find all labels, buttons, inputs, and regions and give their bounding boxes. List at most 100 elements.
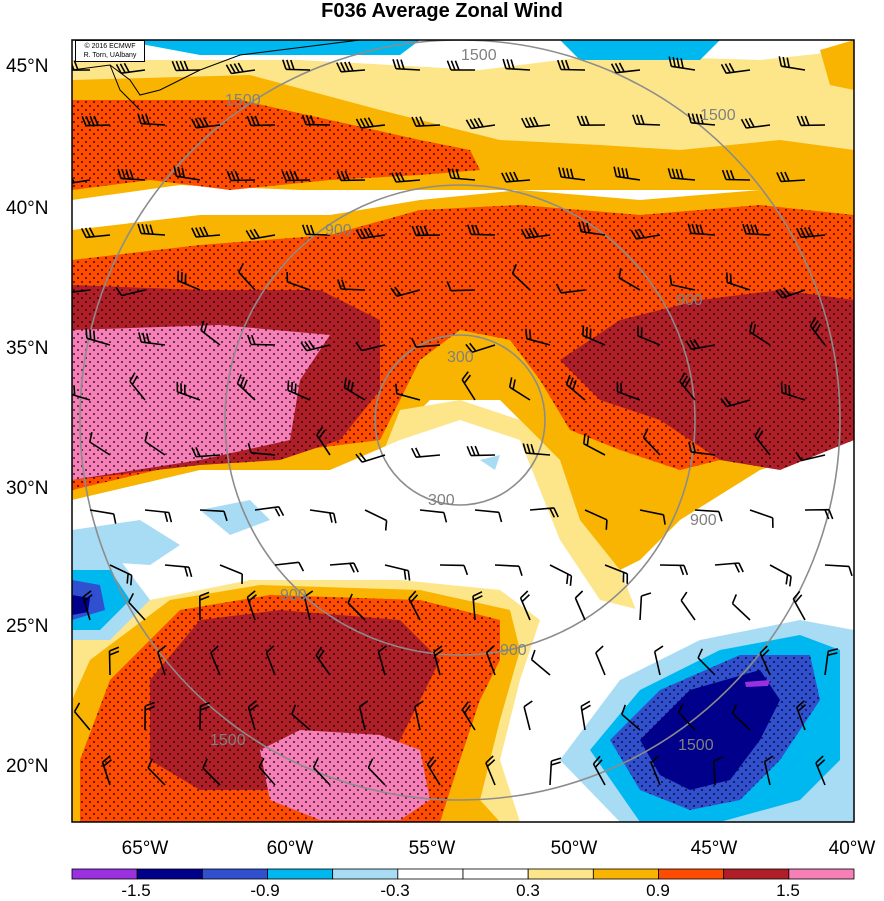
wind-barb [347, 593, 366, 621]
wind-barb [795, 226, 826, 239]
wind-barb [520, 227, 551, 239]
wind-barb [549, 564, 573, 586]
wind-barb [391, 171, 421, 183]
wind-barb [301, 224, 331, 236]
wind-barb [336, 170, 366, 182]
wind-barb [474, 509, 503, 523]
wind-barb [72, 177, 91, 184]
wind-barb [529, 507, 559, 518]
wind-barb [392, 58, 421, 71]
wind-barb [616, 381, 641, 401]
wind-barb [367, 758, 386, 786]
lat-label-20: 20°N [6, 756, 49, 777]
colorbar-label: -0.9 [250, 881, 280, 900]
wind-barb [176, 381, 201, 401]
wind-barb [411, 116, 441, 127]
wind-barb [439, 564, 469, 576]
wind-barb [815, 755, 826, 786]
ring-label: 900 [280, 587, 307, 604]
wind-barb [749, 322, 771, 346]
wind-barb [466, 445, 496, 457]
wind-barb [667, 168, 696, 181]
wind-barb [316, 426, 331, 456]
wind-barb [157, 645, 167, 676]
ring-label: 1500 [210, 732, 246, 749]
wind-barb [410, 447, 441, 458]
wind-barb [144, 701, 155, 731]
wind-barb [769, 564, 792, 587]
wind-barb [610, 62, 641, 74]
wind-barb [809, 317, 826, 346]
wind-barb [613, 166, 641, 181]
wind-barb [583, 433, 606, 456]
wind-barb [410, 337, 441, 348]
wind-barb [108, 646, 120, 676]
wind-barb [549, 757, 562, 786]
wind-barb [138, 332, 166, 346]
wind-barb [85, 328, 111, 346]
wind-barb [592, 755, 606, 786]
wind-barb [687, 112, 716, 126]
wind-barb [128, 593, 146, 621]
wind-barb [494, 564, 523, 576]
wind-barb [697, 648, 716, 676]
wind-barb [618, 268, 641, 291]
lon-label-40w: 40°W [828, 838, 876, 859]
wind-barb [630, 228, 661, 240]
wind-barb [525, 328, 551, 346]
wind-barb [219, 564, 243, 585]
wind-barb [101, 755, 113, 786]
wind-barb [472, 591, 483, 621]
wind-barb [258, 757, 276, 786]
wind-barb [329, 562, 359, 573]
wind-barb [740, 117, 771, 129]
wind-barb [144, 431, 166, 456]
wind-barb [461, 371, 476, 401]
wind-barb [202, 758, 221, 786]
wind-barb [72, 289, 91, 293]
wind-barb [637, 325, 661, 346]
wind-barb [461, 701, 476, 731]
colorbar-label: -1.5 [121, 881, 151, 900]
wind-barb [414, 700, 424, 731]
colorbar-swatch [592, 868, 659, 880]
colorbar-swatch [201, 868, 268, 880]
wind-barb [680, 591, 696, 621]
wind-barb [754, 427, 771, 456]
range-ring-labels: 300 300 900 900 900 900 900 1500 1500 15… [210, 47, 736, 754]
wind-barb [303, 590, 314, 621]
wind-barb [364, 509, 388, 531]
wind-barb [254, 506, 285, 517]
colorbar-swatch [462, 868, 529, 880]
wind-barb [384, 564, 411, 581]
wind-barb [520, 116, 551, 128]
wind-barb [749, 509, 774, 528]
wind-barb [137, 113, 166, 126]
colorbar-swatch [71, 868, 138, 880]
wind-barb [720, 62, 751, 74]
wind-barb [238, 263, 256, 291]
wind-barb [73, 702, 91, 731]
wind-barb [578, 221, 606, 236]
ring-label: 1500 [225, 92, 261, 109]
wind-barb [336, 61, 366, 73]
wind-barb [780, 382, 806, 401]
wind-barb [465, 342, 496, 354]
map-title: F036 Average Zonal Wind [321, 0, 563, 22]
wind-barb [109, 564, 133, 586]
wind-barb [343, 377, 366, 401]
wind-barb [246, 590, 258, 621]
wind-barb [411, 225, 441, 237]
wind-barb [659, 564, 689, 576]
lat-label-30: 30°N [6, 478, 49, 499]
ring-label: 300 [447, 349, 474, 366]
wind-barb [447, 168, 476, 181]
wind-barb [287, 380, 311, 401]
wind-barb [795, 700, 807, 731]
wind-barb [604, 564, 629, 584]
wind-barb [824, 648, 839, 676]
lat-label-45: 45°N [6, 56, 49, 77]
wind-barb [555, 283, 586, 294]
wind-barb [177, 270, 201, 291]
colorbar-swatch [788, 868, 855, 880]
